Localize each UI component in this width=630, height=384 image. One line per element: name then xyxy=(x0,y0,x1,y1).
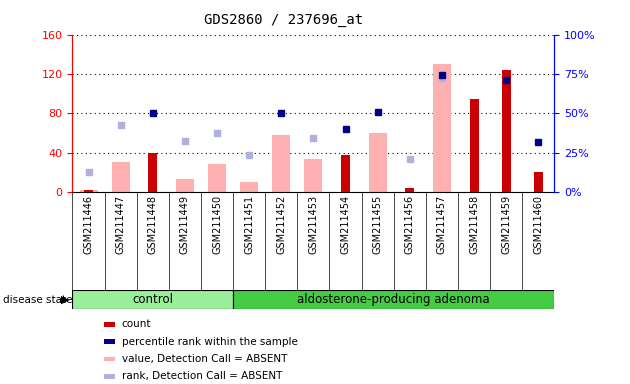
Text: aldosterone-producing adenoma: aldosterone-producing adenoma xyxy=(297,293,490,306)
Bar xyxy=(84,190,93,192)
Bar xyxy=(469,99,479,192)
Bar xyxy=(272,135,290,192)
Bar xyxy=(79,190,98,192)
Bar xyxy=(341,155,350,192)
Text: control: control xyxy=(132,293,173,306)
Bar xyxy=(433,64,451,192)
Bar xyxy=(369,133,387,192)
Bar xyxy=(112,162,130,192)
Text: count: count xyxy=(122,319,151,329)
Text: ▶: ▶ xyxy=(61,295,69,305)
Bar xyxy=(72,290,233,309)
Text: GDS2860 / 237696_at: GDS2860 / 237696_at xyxy=(204,13,363,27)
Bar xyxy=(304,159,323,192)
Text: disease state: disease state xyxy=(3,295,72,305)
Bar xyxy=(233,290,554,309)
Bar xyxy=(405,188,415,192)
Text: value, Detection Call = ABSENT: value, Detection Call = ABSENT xyxy=(122,354,287,364)
Bar xyxy=(534,172,543,192)
Bar xyxy=(148,153,158,192)
Text: percentile rank within the sample: percentile rank within the sample xyxy=(122,337,297,347)
Bar xyxy=(176,179,194,192)
Bar xyxy=(501,70,511,192)
Bar xyxy=(240,182,258,192)
Bar xyxy=(208,164,226,192)
Text: rank, Detection Call = ABSENT: rank, Detection Call = ABSENT xyxy=(122,371,282,381)
